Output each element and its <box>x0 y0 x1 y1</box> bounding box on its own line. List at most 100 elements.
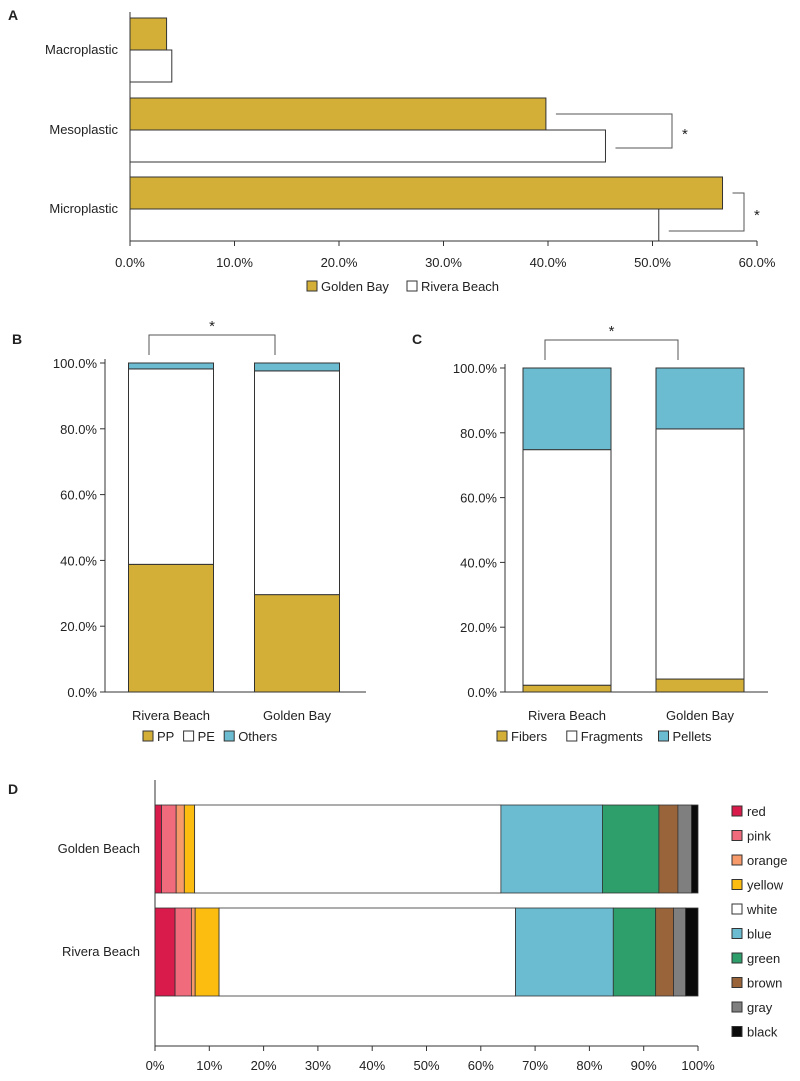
bar-golden-beach-brown <box>658 804 679 894</box>
bar-golden-bay-fibers <box>655 678 745 693</box>
bar-rivera-beach-red <box>154 907 176 997</box>
bar-golden-beach-white <box>194 804 502 894</box>
legend-swatch-red <box>731 805 743 817</box>
panel-letter-c: C <box>412 331 422 347</box>
y-tick-label: 100.0% <box>453 361 498 376</box>
bar-golden-beach-pink <box>161 804 177 894</box>
category-label: Golden Bay <box>263 708 331 723</box>
y-tick-label: 60.0% <box>60 488 97 503</box>
legend-label-fragments: Fragments <box>581 729 644 744</box>
bar-golden-beach-yellow <box>183 804 196 894</box>
significance-star: * <box>754 207 760 224</box>
bar-rivera-beach-pink <box>174 907 192 997</box>
legend-label-gray: gray <box>747 1000 773 1015</box>
y-tick-label: 80.0% <box>460 426 497 441</box>
legend-label-rivera-beach: Rivera Beach <box>421 279 499 294</box>
bar-microplastic-golden-bay <box>129 176 724 210</box>
bar-rivera-beach-others <box>128 362 214 370</box>
x-tick-label: 10% <box>196 1058 222 1073</box>
bar-macroplastic-golden-bay <box>129 17 168 51</box>
legend-label-green: green <box>747 951 780 966</box>
legend-swatch-golden-bay <box>306 280 318 292</box>
significance-star: * <box>682 126 688 143</box>
bar-golden-beach-gray <box>677 804 692 894</box>
y-tick-label: 20.0% <box>460 620 497 635</box>
bar-rivera-beach-orange <box>190 907 196 997</box>
legend-label-others: Others <box>238 729 278 744</box>
bar-golden-bay-pp <box>254 594 340 693</box>
bar-rivera-beach-pp <box>128 563 214 693</box>
category-label: Rivera Beach <box>62 944 140 959</box>
y-tick-label: 60.0% <box>460 491 497 506</box>
category-label: Rivera Beach <box>132 708 210 723</box>
legend-swatch-others <box>223 730 235 742</box>
legend-swatch-pink <box>731 830 743 841</box>
bar-mesoplastic-golden-bay <box>129 97 547 131</box>
legend-label-pp: PP <box>157 729 174 744</box>
x-tick-label: 50.0% <box>634 255 671 270</box>
legend-label-fibers: Fibers <box>511 729 548 744</box>
legend-swatch-fragments <box>566 730 578 742</box>
legend-label-pink: pink <box>747 829 771 844</box>
x-tick-label: 80% <box>576 1058 602 1073</box>
chart-d: 0% 10% 20% 30% 40% 50% 60% 70% 80% 90% 100% Golden … <box>58 780 787 1073</box>
bar-golden-bay-fragments <box>655 428 745 680</box>
bar-golden-beach-red <box>154 804 162 894</box>
legend-swatch-pp <box>142 730 154 742</box>
bar-golden-bay-pellets <box>655 367 745 430</box>
significance-star: * <box>609 323 615 340</box>
legend-swatch-white <box>731 903 743 915</box>
y-tick-label: 100.0% <box>53 356 98 371</box>
x-tick-label: 60.0% <box>739 255 776 270</box>
x-tick-label: 30% <box>305 1058 331 1073</box>
legend-swatch-fibers <box>496 730 508 742</box>
bar-rivera-beach-blue <box>515 907 614 997</box>
x-tick-label: 90% <box>631 1058 657 1073</box>
legend-label-blue: blue <box>747 927 772 942</box>
x-tick-label: 20% <box>251 1058 277 1073</box>
y-tick-label: 40.0% <box>460 555 497 570</box>
significance-bracket <box>148 334 276 355</box>
y-tick-label: 80.0% <box>60 422 97 437</box>
significance-bracket <box>544 339 679 360</box>
bar-microplastic-rivera-beach <box>129 208 660 242</box>
bar-rivera-beach-white <box>218 907 516 997</box>
bar-rivera-beach-fragments <box>522 449 612 686</box>
bar-golden-bay-pe <box>254 370 340 596</box>
bar-rivera-beach-black <box>685 907 699 997</box>
legend-label-golden-bay: Golden Bay <box>321 279 389 294</box>
x-tick-label: 40.0% <box>530 255 567 270</box>
significance-bracket <box>555 113 673 149</box>
legend-swatch-brown <box>731 977 743 988</box>
x-tick-label: 50% <box>413 1058 439 1073</box>
panel-letter-d: D <box>8 781 18 797</box>
x-tick-label: 20.0% <box>321 255 358 270</box>
significance-star: * <box>209 318 215 335</box>
x-tick-label: 0% <box>146 1058 165 1073</box>
legend-label-brown: brown <box>747 976 782 991</box>
legend-label-yellow: yellow <box>747 878 784 893</box>
legend-swatch-orange <box>731 854 743 866</box>
legend-swatch-pe <box>183 730 195 742</box>
y-tick-label: 0.0% <box>467 685 497 700</box>
legend-label-red: red <box>747 804 766 819</box>
bar-rivera-beach-fibers <box>522 684 612 693</box>
category-label: Golden Beach <box>58 841 140 856</box>
legend-label-pellets: Pellets <box>673 729 713 744</box>
bar-golden-bay-others <box>254 362 340 372</box>
bar-rivera-beach-yellow <box>194 907 220 997</box>
y-tick-label: 40.0% <box>60 553 97 568</box>
bar-macroplastic-rivera-beach <box>129 49 173 83</box>
x-tick-label: 60% <box>468 1058 494 1073</box>
legend-label-orange: orange <box>747 853 787 868</box>
y-tick-label: 20.0% <box>60 619 97 634</box>
y-tick-label: 0.0% <box>67 685 97 700</box>
bar-golden-beach-green <box>602 804 660 894</box>
bar-rivera-beach-brown <box>655 907 674 997</box>
legend-swatch-yellow <box>731 879 743 890</box>
x-tick-label: 40% <box>359 1058 385 1073</box>
category-label: Macroplastic <box>45 42 118 57</box>
bar-rivera-beach-pe <box>128 368 214 565</box>
category-label: Microplastic <box>49 201 118 216</box>
